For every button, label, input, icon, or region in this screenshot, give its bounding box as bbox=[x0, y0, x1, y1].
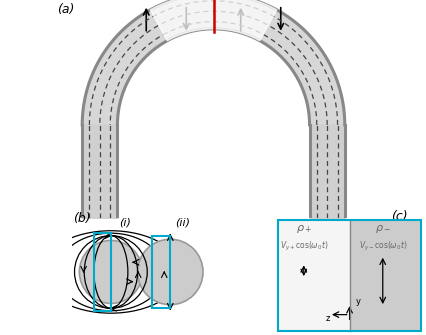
Bar bbox=[278, 220, 420, 331]
Text: (c): (c) bbox=[391, 210, 407, 223]
Text: $\rho_-$: $\rho_-$ bbox=[374, 223, 390, 235]
Polygon shape bbox=[82, 0, 344, 125]
Text: z: z bbox=[325, 314, 329, 323]
Text: (a): (a) bbox=[57, 3, 74, 16]
Text: $\rho_+$: $\rho_+$ bbox=[295, 223, 311, 235]
Bar bbox=[349, 220, 420, 331]
Bar bbox=[278, 220, 349, 331]
Circle shape bbox=[137, 239, 202, 305]
Text: (ii): (ii) bbox=[175, 217, 190, 227]
Bar bbox=[152, 236, 170, 308]
Circle shape bbox=[79, 241, 142, 304]
Bar bbox=[94, 233, 111, 311]
Text: (b): (b) bbox=[73, 211, 91, 224]
Text: y: y bbox=[355, 297, 360, 307]
Text: (i): (i) bbox=[119, 217, 131, 227]
Text: $V_{y+}\cos(\omega_0 t)$: $V_{y+}\cos(\omega_0 t)$ bbox=[279, 240, 327, 253]
Polygon shape bbox=[150, 0, 276, 41]
Text: $V_{y-}\cos(\omega_0 t)$: $V_{y-}\cos(\omega_0 t)$ bbox=[358, 240, 406, 253]
